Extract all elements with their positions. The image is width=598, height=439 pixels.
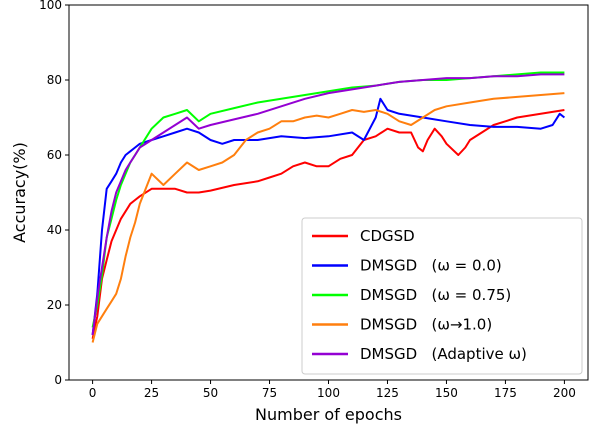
series-line-2 bbox=[91, 71, 565, 328]
series-line-4 bbox=[91, 73, 565, 336]
legend-label-2: DMSGD (ω = 0.75) bbox=[360, 286, 511, 304]
y-axis-title: Accuracy(%) bbox=[10, 142, 29, 243]
series-line-3 bbox=[91, 92, 565, 343]
legend-box bbox=[301, 217, 583, 375]
x-tick-label: 175 bbox=[494, 386, 517, 400]
legend-items: CDGSD DMSGD (ω = 0.0) DMSGD (ω = 0.75) DMSG… bbox=[312, 227, 527, 363]
series-line-0 bbox=[91, 109, 565, 340]
x-tick-label: 100 bbox=[317, 386, 340, 400]
y-tick-label: 80 bbox=[47, 73, 62, 87]
y-tick-label: 0 bbox=[54, 373, 62, 387]
x-tick-label: 0 bbox=[89, 386, 97, 400]
x-tick-label: 125 bbox=[376, 386, 399, 400]
y-tick-label: 40 bbox=[47, 223, 62, 237]
legend: CDGSD DMSGD (ω = 0.0) DMSGD (ω = 0.75) DMSG… bbox=[301, 217, 583, 375]
legend-label-0: CDGSD bbox=[360, 227, 415, 245]
legend-label-3: DMSGD (ω→1.0) bbox=[360, 316, 492, 334]
x-tick-label: 25 bbox=[144, 386, 159, 400]
y-tick-label: 100 bbox=[39, 0, 62, 12]
x-tick-label: 50 bbox=[203, 386, 218, 400]
legend-label-1: DMSGD (ω = 0.0) bbox=[360, 257, 502, 275]
x-tick-label: 75 bbox=[262, 386, 277, 400]
y-tick-label: 60 bbox=[47, 148, 62, 162]
x-axis-ticks: 0 25 50 75 100 125 150 175 200 bbox=[89, 380, 576, 400]
x-tick-label: 200 bbox=[553, 386, 576, 400]
legend-label-4: DMSGD (Adaptive ω) bbox=[360, 345, 527, 363]
series-group bbox=[91, 71, 566, 343]
x-axis-title: Number of epochs bbox=[255, 405, 402, 424]
x-tick-label: 150 bbox=[435, 386, 458, 400]
y-tick-label: 20 bbox=[47, 298, 62, 312]
y-axis-ticks: 0 20 40 60 80 100 bbox=[39, 0, 69, 387]
